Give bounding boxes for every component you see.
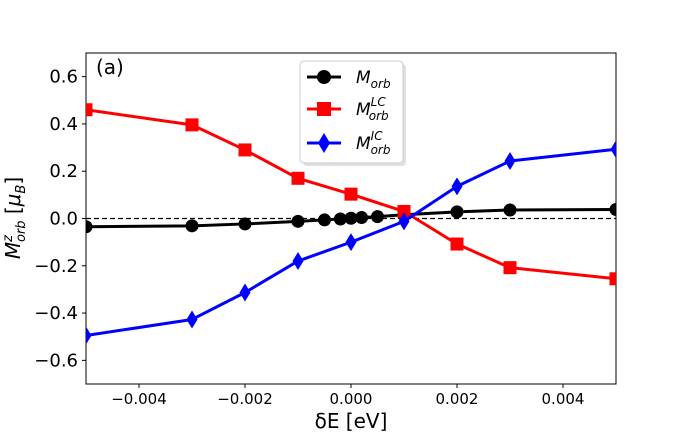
y-axis-label: Mzorb [μB] — [1, 177, 29, 259]
legend-label-m-orb-lc: M — [356, 100, 371, 120]
data-point-square — [397, 204, 411, 218]
panel-label: (a) — [96, 55, 124, 79]
x-tick-label: 0.004 — [542, 390, 585, 408]
data-point-circle — [86, 220, 93, 234]
legend-marker-square — [317, 102, 331, 116]
legend-label-m-orb: M — [356, 68, 371, 88]
series-m-orb-ic — [86, 140, 616, 345]
data-point-diamond — [86, 326, 92, 345]
data-point-square — [86, 103, 93, 117]
data-point-circle — [333, 212, 347, 226]
y-tick-label: −0.6 — [34, 350, 78, 371]
x-tick-label: 0.002 — [436, 390, 479, 408]
legend-marker-circle — [317, 70, 331, 84]
y-tick-label: 0.2 — [49, 161, 78, 182]
data-point-circle — [371, 210, 384, 224]
data-point-circle — [450, 205, 464, 219]
data-point-circle — [291, 214, 305, 228]
data-point-diamond — [398, 212, 410, 231]
legend-entry-m-orb-ic: MIC orb — [307, 129, 391, 157]
data-point-circle — [503, 203, 517, 217]
x-axis-label: δE [eV] — [315, 409, 388, 432]
data-point-diamond — [504, 152, 516, 171]
data-point-circle — [185, 219, 199, 233]
legend-marker-diamond — [318, 133, 330, 153]
data-point-square — [609, 272, 616, 286]
legend-label-m-orb-ic: M — [356, 134, 371, 154]
data-point-diamond — [345, 233, 357, 252]
x-tick-label: −0.004 — [111, 390, 167, 408]
data-point-diamond — [292, 252, 304, 271]
x-tick-label: −0.002 — [217, 390, 273, 408]
data-point-diamond — [610, 140, 616, 159]
data-point-circle — [355, 211, 369, 225]
x-tick-label: 0.000 — [330, 390, 373, 408]
y-tick-label: 0.0 — [49, 209, 78, 230]
legend-entry-m-orb: Morb — [307, 68, 391, 91]
data-point-circle — [238, 217, 252, 231]
data-point-circle — [609, 203, 616, 217]
data-point-square — [185, 118, 199, 132]
data-point-square — [291, 171, 305, 185]
data-point-circle — [318, 213, 331, 227]
data-point-diamond — [186, 310, 198, 329]
svg-text:Morb: Morb — [356, 68, 391, 91]
legend-entry-m-orb-lc: MLC orb — [307, 95, 389, 123]
data-point-diamond — [239, 283, 251, 302]
legend: Morb MLC orb MIC orb — [299, 60, 406, 166]
data-point-square — [344, 187, 358, 201]
data-point-square — [503, 261, 517, 275]
data-point-diamond — [451, 177, 463, 196]
series-m-orb-lc — [86, 103, 616, 286]
y-tick-label: −0.4 — [34, 303, 78, 324]
y-tick-label: 0.6 — [49, 67, 78, 88]
data-point-square — [238, 143, 252, 157]
data-point-circle — [344, 211, 358, 225]
y-tick-label: 0.4 — [49, 114, 78, 135]
data-point-square — [450, 237, 464, 251]
y-tick-label: −0.2 — [34, 256, 78, 277]
